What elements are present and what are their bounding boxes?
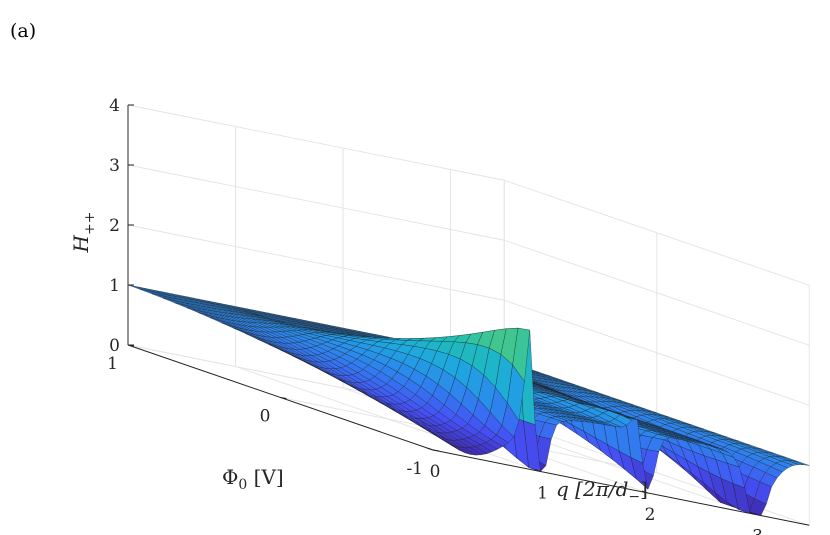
x-tick-label: 2 (645, 505, 656, 525)
z-tick-label: 2 (109, 216, 120, 236)
x-axis-line (432, 449, 810, 526)
x-tick-label: 0 (430, 462, 441, 482)
x-tick-mark (534, 469, 541, 472)
gridline (127, 104, 505, 181)
y-tick-mark (432, 449, 440, 452)
x-tick-mark (641, 490, 649, 494)
x-tick-mark (749, 512, 756, 515)
z-tick-label: 1 (109, 276, 120, 296)
surface-patch (421, 421, 439, 434)
x-axis-label: q [2π/d−] (556, 477, 648, 505)
surface (127, 284, 810, 516)
y-tick-label: -1 (406, 459, 423, 479)
z-tick-label: 0 (109, 336, 120, 356)
y-axis-label: Φ0 [V] (222, 465, 284, 493)
gridline (127, 164, 505, 241)
z-tick-label: 3 (109, 156, 120, 176)
y-tick-label: 1 (107, 354, 118, 374)
z-axis-label: H++ (69, 212, 98, 254)
z-tick-label: 4 (109, 96, 120, 116)
x-tick-mark (426, 447, 434, 451)
x-tick-label: 1 (537, 484, 548, 504)
panel-label: (a) (10, 20, 36, 42)
gridline (127, 224, 505, 301)
y-tick-mark (127, 344, 135, 347)
y-tick-mark (280, 397, 287, 399)
y-tick-label: 0 (260, 407, 271, 427)
x-tick-label: 3 (752, 527, 763, 535)
